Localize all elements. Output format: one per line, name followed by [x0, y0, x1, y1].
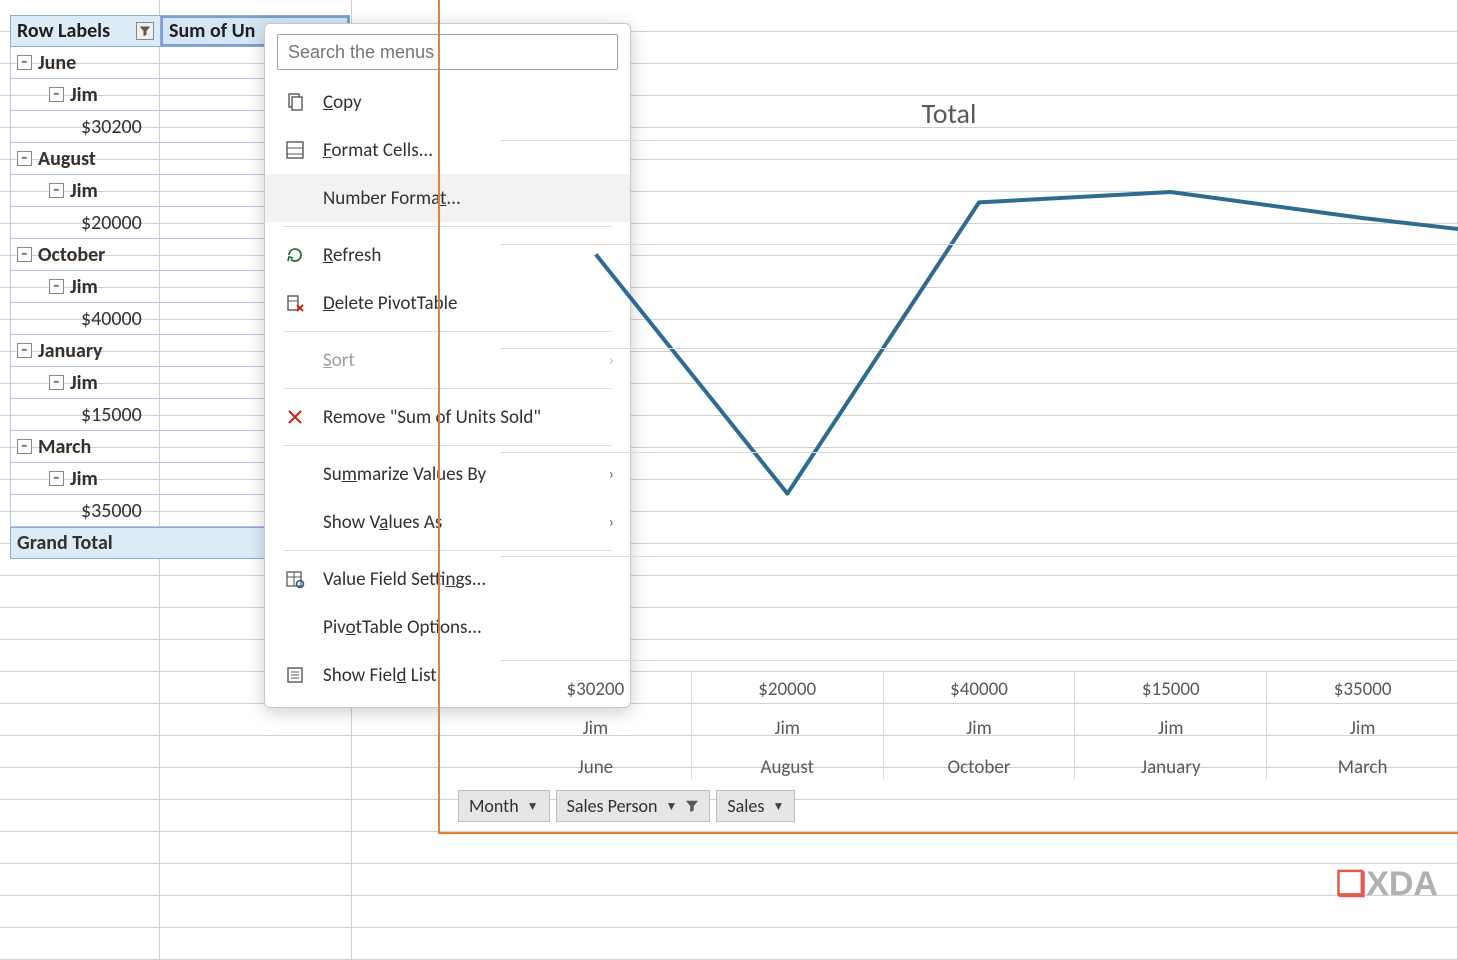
pivot-row-label: June — [38, 51, 76, 75]
collapse-icon[interactable]: − — [49, 279, 64, 294]
chart-filter-buttons: Month ▼ Sales Person ▼ Sales ▼ — [458, 790, 795, 822]
pivot-row-label: $35000 — [81, 499, 142, 523]
chevron-down-icon: ▼ — [527, 799, 539, 814]
chart-x-month: October — [884, 756, 1075, 779]
watermark: ❑XDA — [1336, 864, 1438, 904]
chart-title: Total — [440, 96, 1458, 131]
chart-x-person: Jim — [500, 717, 691, 740]
pivot-row-label: Jim — [70, 275, 98, 299]
chart-x-month: June — [500, 756, 691, 779]
chart-gridline — [500, 660, 1458, 661]
chart-x-column: $40000 Jim October — [883, 672, 1075, 779]
pivot-row-label: $30200 — [81, 115, 142, 139]
chart-x-person: Jim — [884, 717, 1075, 740]
filter-label: Sales — [727, 795, 764, 817]
chart-gridline — [500, 348, 1458, 349]
pivot-row-label: Jim — [70, 179, 98, 203]
pivot-row-label: January — [38, 339, 103, 363]
chart-x-column: $30200 Jim June — [500, 672, 691, 779]
pivot-row-label: October — [38, 243, 105, 267]
collapse-icon[interactable]: − — [17, 151, 32, 166]
funnel-icon — [685, 799, 699, 813]
pivot-row-label: Jim — [70, 467, 98, 491]
chart-x-value: $35000 — [1267, 678, 1458, 701]
chart-gridline — [500, 452, 1458, 453]
copy-icon — [281, 92, 309, 112]
chart-x-column: $15000 Jim January — [1074, 672, 1266, 779]
chevron-down-icon: ▼ — [666, 799, 678, 814]
collapse-icon[interactable]: − — [49, 183, 64, 198]
collapse-icon[interactable]: − — [49, 471, 64, 486]
chart-gridline — [500, 556, 1458, 557]
x-icon — [281, 407, 309, 427]
pivot-row-label: $20000 — [81, 211, 142, 235]
chart-x-person: Jim — [692, 717, 883, 740]
filter-icon[interactable] — [136, 22, 154, 40]
chart-x-axis: $30200JimJune$20000JimAugust$40000JimOct… — [500, 672, 1458, 779]
chart-plot-area — [500, 140, 1458, 660]
pivot-row-label: $40000 — [81, 307, 142, 331]
pivot-row-labels-header[interactable]: Row Labels — [11, 16, 161, 46]
pivot-values-text: Sum of Un — [169, 19, 255, 43]
chart-filter-sales[interactable]: Sales ▼ — [716, 790, 795, 822]
collapse-icon[interactable]: − — [17, 247, 32, 262]
collapse-icon[interactable]: − — [49, 375, 64, 390]
collapse-icon[interactable]: − — [17, 439, 32, 454]
chart-x-value: $20000 — [692, 678, 883, 701]
chart-gridline — [500, 140, 1458, 141]
filter-label: Sales Person — [567, 795, 658, 817]
field-icon — [281, 569, 309, 589]
chart-x-value: $40000 — [884, 678, 1075, 701]
collapse-icon[interactable]: − — [49, 87, 64, 102]
chart-line — [500, 140, 1458, 660]
chart-x-column: $20000 Jim August — [691, 672, 883, 779]
delete-icon — [281, 293, 309, 313]
pivot-row-label: Jim — [70, 83, 98, 107]
chart-gridline — [500, 244, 1458, 245]
chart-x-month: January — [1075, 756, 1266, 779]
cells-icon — [281, 140, 309, 160]
chart-x-value: $15000 — [1075, 678, 1266, 701]
pivot-grand-total-label: Grand Total — [17, 531, 113, 555]
chart-x-value: $30200 — [500, 678, 691, 701]
collapse-icon[interactable]: − — [17, 343, 32, 358]
chart-x-month: March — [1267, 756, 1458, 779]
pivot-row-label: March — [38, 435, 91, 459]
chart-filter-sales-person[interactable]: Sales Person ▼ — [556, 790, 711, 822]
chart-x-person: Jim — [1267, 717, 1458, 740]
collapse-icon[interactable]: − — [17, 55, 32, 70]
chart-x-person: Jim — [1075, 717, 1266, 740]
pivot-row-label: August — [38, 147, 96, 171]
chart-x-column: $35000 Jim March — [1266, 672, 1458, 779]
pivot-chart[interactable]: Total $30200JimJune$20000JimAugust$40000… — [438, 0, 1458, 834]
filter-label: Month — [469, 795, 519, 817]
refresh-icon — [281, 245, 309, 265]
pivot-row-label: $15000 — [81, 403, 142, 427]
list-icon — [281, 665, 309, 685]
chart-x-month: August — [692, 756, 883, 779]
pivot-row-label: Jim — [70, 371, 98, 395]
chevron-down-icon: ▼ — [772, 799, 784, 814]
chart-filter-month[interactable]: Month ▼ — [458, 790, 550, 822]
pivot-row-labels-text: Row Labels — [17, 19, 110, 43]
